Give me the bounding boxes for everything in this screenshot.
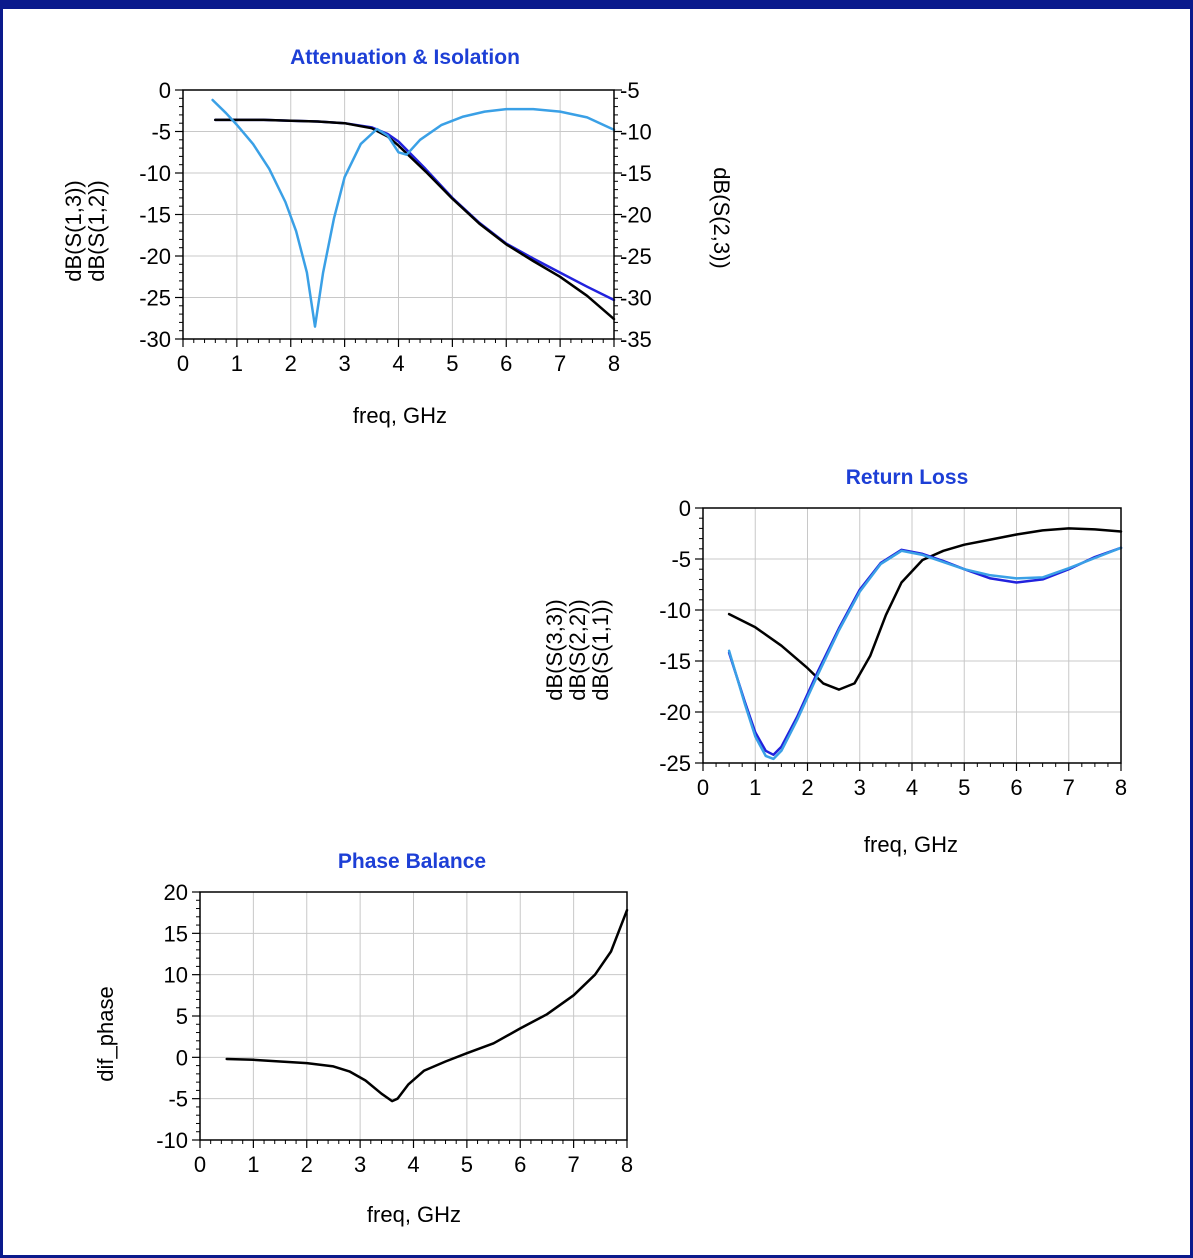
y2-tick-label: -5: [620, 78, 640, 103]
x-tick-label: 2: [801, 775, 813, 800]
phase-balance-chart: Phase Balance 0 1 2 3 4 5 6 7 8 -10 -5 0 5 10 15 20 fre…: [93, 850, 633, 1227]
x-tick-label: 1: [749, 775, 761, 800]
x-axis-label: freq, GHz: [353, 403, 447, 428]
y-tick-label: -25: [659, 751, 691, 776]
x-tick-label: 8: [621, 1152, 633, 1177]
x-tick-label: 2: [285, 351, 297, 376]
x-tick-label: 6: [500, 351, 512, 376]
x-tick-label: 0: [177, 351, 189, 376]
y-tick-label: 10: [164, 963, 188, 988]
y2-tick-label: -35: [620, 327, 652, 352]
y-tick-label: 15: [164, 921, 188, 946]
chart-title: Attenuation & Isolation: [290, 46, 520, 69]
y-axis-label-s13: dB(S(1,3)): [61, 180, 86, 281]
x-tick-label: 8: [608, 351, 620, 376]
x-axis-label: freq, GHz: [367, 1202, 461, 1227]
x-tick-label: 5: [958, 775, 970, 800]
x-tick-label: 4: [392, 351, 404, 376]
y-tick-label: -5: [168, 1087, 188, 1112]
y-tick-label: -10: [139, 161, 171, 186]
x-tick-label: 5: [461, 1152, 473, 1177]
x-tick-label: 4: [407, 1152, 419, 1177]
x-axis-label: freq, GHz: [864, 832, 958, 857]
y2-tick-label: -25: [620, 244, 652, 269]
x-tick-label: 4: [906, 775, 918, 800]
y-axis-label-s33: dB(S(3,3)): [542, 599, 567, 700]
y-axis-label-s12: dB(S(1,2)): [84, 180, 109, 281]
y-tick-label: 20: [164, 880, 188, 905]
series-line-db-s-2-3: [211, 98, 616, 328]
attenuation-isolation-chart: Attenuation & Isolation 0 1 2 3 4 5 6 7 8 -30 -25 -…: [61, 46, 734, 428]
x-tick-label: 1: [247, 1152, 259, 1177]
y-tick-label: -15: [139, 203, 171, 228]
x-tick-label: 5: [446, 351, 458, 376]
y-tick-label: -25: [139, 286, 171, 311]
chart-title: Return Loss: [846, 466, 969, 489]
x-tick-label: 0: [697, 775, 709, 800]
series-line-db-s-1-1: [727, 527, 1123, 691]
top-strip: [0, 0, 1193, 9]
y-axis-label: dif_phase: [93, 986, 118, 1081]
y2-tick-label: -20: [620, 203, 652, 228]
x-tick-label: 8: [1115, 775, 1127, 800]
series-line-dif-phase: [225, 908, 629, 1103]
series-line-db-s-1-2: [214, 118, 616, 321]
y2-axis-label-s23: dB(S(2,3)): [709, 167, 734, 268]
return-loss-chart: Return Loss 0 1 2 3 4 5 6 7 8 -25 -20 -15 -10 -5 0 fre…: [542, 466, 1127, 857]
y-tick-label: -20: [659, 700, 691, 725]
y-tick-label: 0: [159, 78, 171, 103]
x-tick-label: 7: [554, 351, 566, 376]
y-tick-label: -10: [156, 1128, 188, 1153]
y-tick-label: -5: [151, 120, 171, 145]
y2-tick-label: -30: [620, 286, 652, 311]
x-tick-label: 2: [301, 1152, 313, 1177]
x-tick-label: 3: [354, 1152, 366, 1177]
x-tick-label: 7: [568, 1152, 580, 1177]
y2-tick-label: -10: [620, 120, 652, 145]
x-tick-label: 1: [231, 351, 243, 376]
x-tick-label: 6: [514, 1152, 526, 1177]
y-tick-label: 0: [679, 496, 691, 521]
x-tick-label: 0: [194, 1152, 206, 1177]
y2-tick-label: -15: [620, 161, 652, 186]
y-axis-label-s11: dB(S(1,1)): [588, 599, 613, 700]
y-axis-label-s22: dB(S(2,2)): [565, 599, 590, 700]
y-tick-label: -20: [139, 244, 171, 269]
x-tick-label: 7: [1063, 775, 1075, 800]
y-tick-label: 5: [176, 1004, 188, 1029]
x-tick-label: 3: [339, 351, 351, 376]
x-tick-label: 3: [854, 775, 866, 800]
y-tick-label: -10: [659, 598, 691, 623]
y-tick-label: 0: [176, 1045, 188, 1070]
series-line-db-s-3-3: [727, 546, 1123, 761]
chart-title: Phase Balance: [338, 850, 486, 873]
y-tick-label: -30: [139, 327, 171, 352]
y-tick-label: -15: [659, 649, 691, 674]
y-tick-label: -5: [671, 547, 691, 572]
x-tick-label: 6: [1010, 775, 1022, 800]
